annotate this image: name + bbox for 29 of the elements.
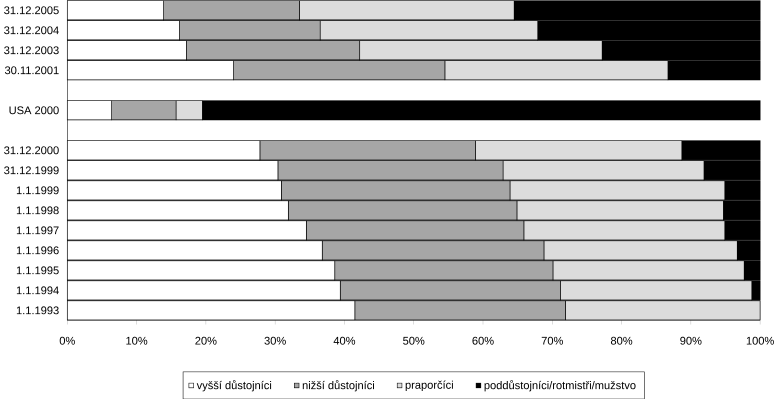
- y-tick-label: 30.11.2001: [4, 66, 59, 74]
- y-tick-label: USA 2000: [10, 106, 59, 114]
- y-tick-label: 1.1.1995: [16, 266, 59, 274]
- x-tick-label: 50%: [403, 336, 424, 344]
- y-tick-label: 1.1.1999: [16, 186, 59, 194]
- x-tick-label: 40%: [334, 336, 356, 344]
- y-tick-label: 1.1.1994: [16, 286, 59, 294]
- x-tick-label: 0%: [60, 336, 75, 344]
- x-tick-label: 100%: [746, 336, 774, 344]
- x-tick-label: 70%: [542, 336, 563, 344]
- y-tick-label: 31.12.2004: [4, 26, 59, 34]
- x-tick-label: 90%: [680, 336, 702, 344]
- legend-label: praporčíci: [406, 380, 453, 391]
- y-tick-label: 31.12.2000: [4, 146, 59, 154]
- y-tick-label: 31.12.1999: [4, 166, 59, 174]
- x-tick-label: 80%: [610, 336, 632, 344]
- y-tick-label: 1.1.1998: [16, 206, 59, 214]
- y-tick-label: 31.12.2005: [4, 6, 59, 14]
- legend-label: poddůstojníci/rotmistři/mužstvo: [484, 380, 636, 392]
- legend-label: vyšší důstojníci: [196, 380, 272, 392]
- y-tick-label: 1.1.1997: [16, 226, 59, 234]
- x-tick-label: 30%: [264, 336, 286, 344]
- x-tick-label: 60%: [472, 336, 494, 344]
- x-tick-label: 10%: [126, 336, 148, 344]
- legend-label: nižší důstojníci: [302, 380, 374, 392]
- y-tick-label: 1.1.1996: [16, 246, 59, 254]
- x-tick-label: 20%: [195, 336, 217, 344]
- y-tick-label: 31.12.2003: [4, 46, 59, 54]
- y-tick-label: 1.1.1993: [16, 306, 59, 314]
